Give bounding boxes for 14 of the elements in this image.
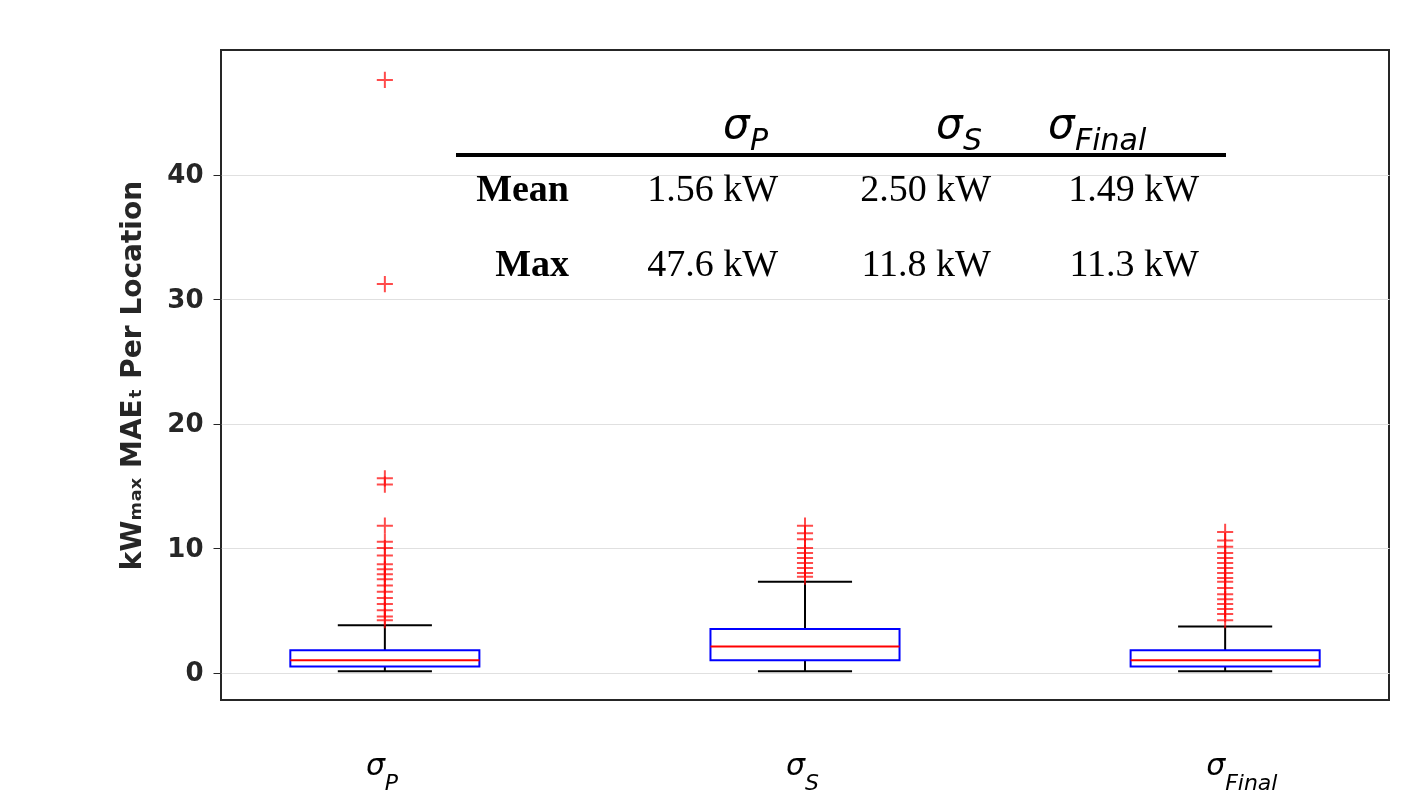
y-tick-label: 40 (167, 159, 204, 190)
annotation: Mean (476, 167, 569, 209)
annotation: 1.56 kW (647, 167, 779, 209)
annotation: 11.3 kW (1069, 242, 1200, 284)
annotation: 1.49 kW (1068, 167, 1200, 209)
annotation: Max (495, 242, 569, 284)
y-tick-label: 20 (167, 408, 204, 439)
y-axis-title: kWₘₐₓ MAEₜ Per Location (115, 180, 149, 571)
annotation: 47.6 kW (647, 242, 779, 284)
y-tick-label: 0 (185, 657, 204, 688)
annotation: 11.8 kW (861, 242, 992, 284)
annotation: 2.50 kW (860, 167, 992, 209)
y-tick-label: 10 (167, 532, 204, 563)
y-tick-label: 30 (167, 283, 204, 314)
